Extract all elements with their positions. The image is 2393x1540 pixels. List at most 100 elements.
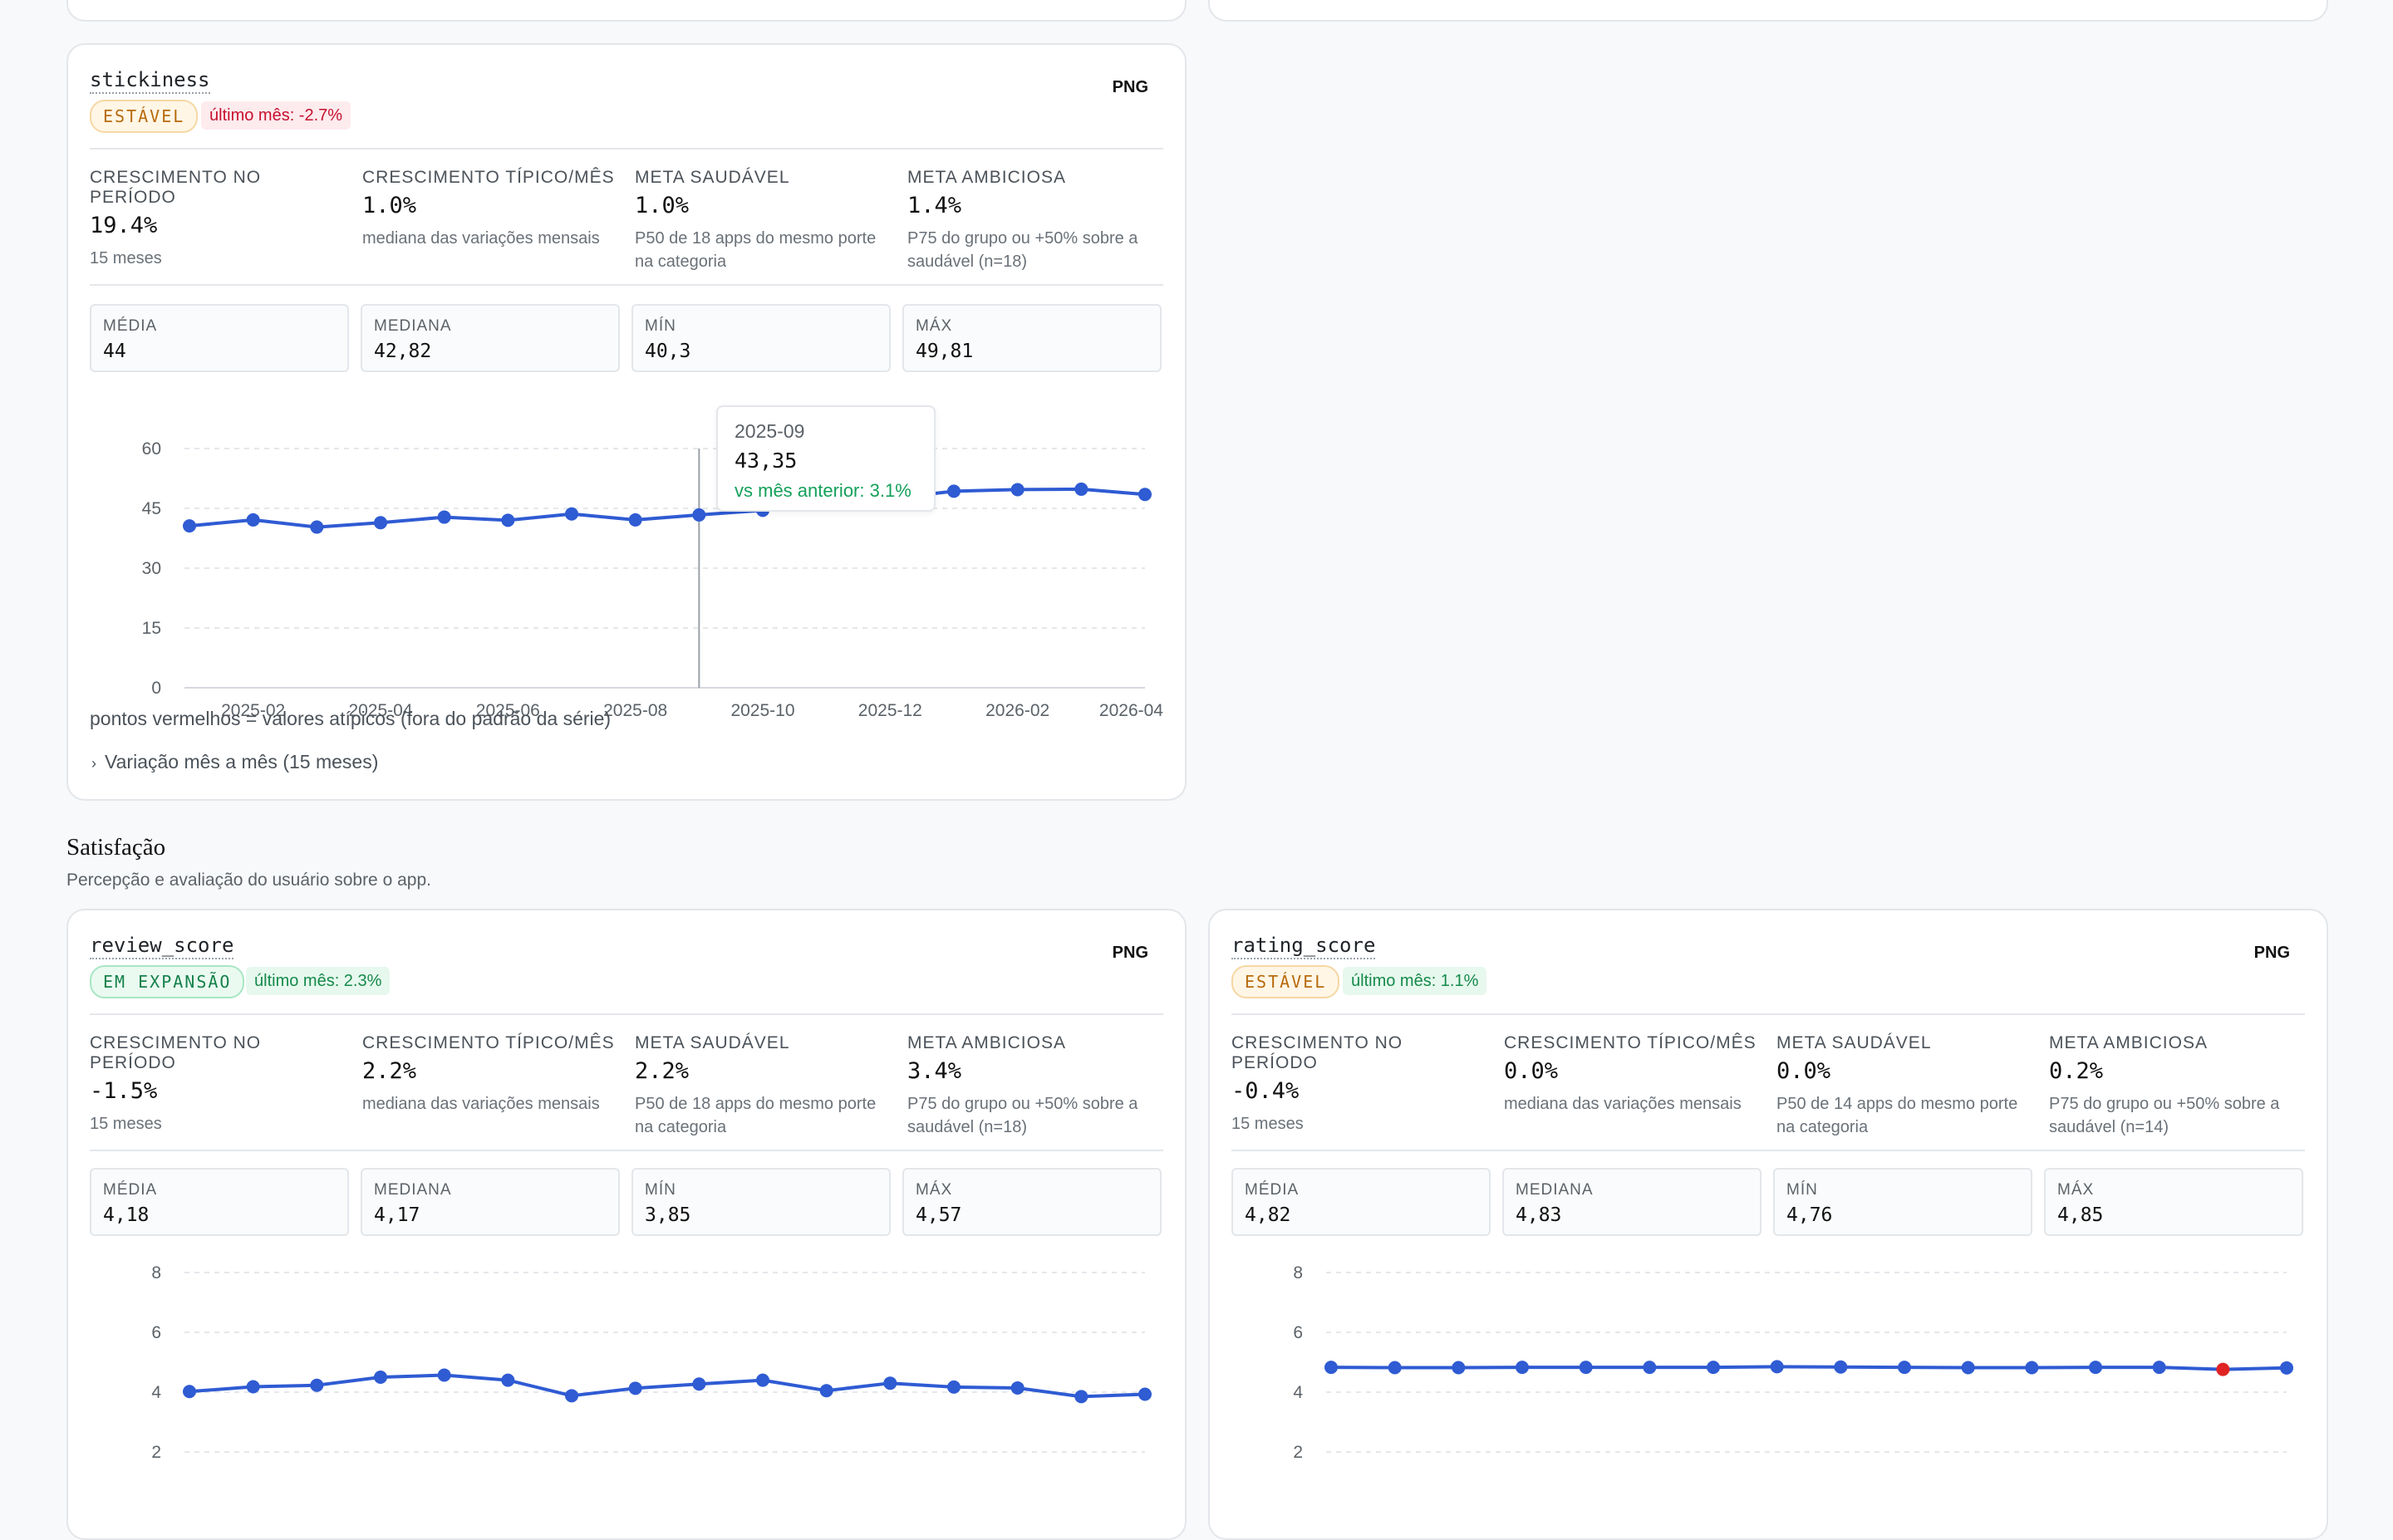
kpi-label: CRESCIMENTO NO PERÍODO — [90, 168, 262, 207]
kpi-label: META AMBICIOSA — [907, 1033, 1066, 1052]
metric-name[interactable]: stickiness — [90, 68, 210, 94]
data-point — [310, 1378, 324, 1392]
data-point — [310, 520, 324, 534]
kpi-sub: P50 de 18 apps do mesmo porte na categor… — [635, 1095, 877, 1136]
y-tick-label: 2 — [1293, 1443, 1303, 1462]
stat-value: 4,76 — [1786, 1204, 1833, 1226]
line-chart-rating-score[interactable]: 2 4 6 8 — [1210, 1243, 2327, 1500]
kpi-sub: P75 do grupo ou +50% sobre a saudável (n… — [907, 229, 1138, 271]
status-badge: ESTÁVEL — [90, 100, 199, 133]
data-point — [437, 510, 451, 524]
kpi-value: 2.2% — [635, 1058, 690, 1084]
line-chart-review-score[interactable]: 2 4 6 8 — [68, 1243, 1185, 1500]
kpi-typical: CRESCIMENTO TÍPICO/MÊS 0.0% mediana das … — [1504, 1033, 1762, 1116]
stat-label: MÍN — [1786, 1181, 1818, 1199]
stat-median: MEDIANA 4,83 — [1502, 1168, 1762, 1236]
x-tick-label: 2025-08 — [603, 701, 667, 720]
data-point — [501, 513, 515, 527]
data-point — [374, 1371, 387, 1384]
x-tick-label: 2025-02 — [221, 701, 285, 720]
stat-max: MÁX 49,81 — [902, 304, 1162, 372]
kpi-label: CRESCIMENTO TÍPICO/MÊS — [362, 168, 615, 187]
last-month-badge: último mês: -2.7% — [201, 101, 351, 130]
divider — [1231, 1150, 2305, 1151]
data-point — [1138, 488, 1152, 502]
kpi-healthy: META SAUDÁVEL 1.0% P50 de 18 apps do mes… — [635, 168, 892, 273]
y-tick-label: 15 — [142, 619, 161, 638]
data-point — [756, 1373, 769, 1387]
line-chart-stickiness[interactable]: 0 15 30 45 60 2025-02 2025-04 2025-06 2025-08 202… — [68, 377, 1185, 734]
data-point — [1074, 1390, 1088, 1404]
metric-name[interactable]: rating_score — [1231, 934, 1376, 959]
data-point — [374, 516, 387, 530]
data-point — [1388, 1361, 1402, 1375]
tooltip-month: 2025-09 — [735, 420, 805, 442]
png-export-button[interactable]: PNG — [2253, 944, 2290, 962]
data-point — [1516, 1361, 1529, 1375]
metric-card-stickiness: stickiness PNG ESTÁVEL último mês: -2.7%… — [66, 43, 1187, 801]
stat-min: MÍN 40,3 — [631, 304, 891, 372]
kpi-healthy: META SAUDÁVEL 0.0% P50 de 14 apps do mes… — [1776, 1033, 2034, 1139]
tooltip-value: 43,35 — [735, 449, 798, 473]
divider — [90, 1013, 1163, 1015]
stat-mean: MÉDIA 44 — [90, 304, 349, 372]
data-point — [2280, 1361, 2293, 1375]
stat-value: 3,85 — [645, 1204, 691, 1226]
data-point — [1961, 1361, 1975, 1375]
monthly-variation-toggle[interactable]: › Variação mês a mês (15 meses) — [90, 751, 378, 773]
kpi-ambitious: META AMBICIOSA 0.2% P75 do grupo ou +50%… — [2049, 1033, 2307, 1139]
kpi-growth: CRESCIMENTO NO PERÍODO -0.4% 15 meses — [1231, 1033, 1489, 1135]
chart-tooltip: 2025-09 43,35 vs mês anterior: 3.1% — [716, 405, 936, 512]
status-badge: ESTÁVEL — [1231, 965, 1340, 998]
divider — [1231, 1013, 2305, 1015]
kpi-label: META SAUDÁVEL — [635, 1033, 790, 1052]
metric-name[interactable]: review_score — [90, 934, 234, 959]
y-tick-label: 6 — [1293, 1323, 1303, 1342]
x-tick-label: 2026-02 — [985, 701, 1049, 720]
stat-median: MEDIANA 4,17 — [361, 1168, 620, 1236]
data-point — [947, 484, 961, 498]
y-tick-label: 4 — [151, 1383, 161, 1402]
x-tick-label: 2025-12 — [858, 701, 922, 720]
stat-value: 49,81 — [916, 341, 974, 362]
stat-value: 40,3 — [645, 341, 691, 362]
data-point — [628, 1381, 642, 1395]
data-point — [1074, 482, 1088, 496]
kpi-value: 0.2% — [2049, 1058, 2104, 1084]
kpi-label: CRESCIMENTO NO PERÍODO — [1231, 1033, 1403, 1072]
data-point — [183, 519, 196, 533]
kpi-sub: 15 meses — [1231, 1115, 1304, 1133]
kpi-sub: mediana das variações mensais — [1504, 1095, 1742, 1113]
kpi-sub: 15 meses — [90, 1115, 162, 1133]
data-point — [501, 1373, 515, 1387]
stat-label: MÍN — [645, 1181, 676, 1199]
last-month-badge: último mês: 1.1% — [1343, 967, 1487, 995]
x-tick-label: 2026-04 — [1099, 701, 1163, 720]
section-title: Satisfação — [66, 834, 166, 861]
stat-label: MÉDIA — [103, 317, 158, 335]
kpi-value: 1.0% — [635, 193, 690, 218]
data-point — [628, 513, 642, 527]
kpi-sub: mediana das variações mensais — [362, 229, 600, 248]
stat-mean: MÉDIA 4,82 — [1231, 1168, 1491, 1236]
stat-label: MÁX — [2057, 1181, 2095, 1199]
data-point — [692, 508, 706, 522]
kpi-value: 1.0% — [362, 193, 417, 218]
data-point — [692, 1377, 706, 1391]
kpi-label: META SAUDÁVEL — [635, 168, 790, 187]
series-line — [1330, 1365, 2287, 1371]
stat-label: MÁX — [916, 1181, 953, 1199]
data-point — [819, 1384, 833, 1398]
png-export-button[interactable]: PNG — [1112, 944, 1148, 962]
kpi-value: 3.4% — [907, 1058, 962, 1084]
kpi-value: -0.4% — [1231, 1078, 1300, 1104]
data-point — [1010, 1381, 1025, 1395]
stat-median: MEDIANA 42,82 — [361, 304, 620, 372]
data-point — [2089, 1361, 2102, 1375]
stat-value: 4,83 — [1516, 1204, 1562, 1226]
kpi-label: META AMBICIOSA — [907, 168, 1066, 187]
kpi-typical: CRESCIMENTO TÍPICO/MÊS 1.0% mediana das … — [362, 168, 620, 250]
png-export-button[interactable]: PNG — [1112, 78, 1148, 96]
kpi-label: CRESCIMENTO NO PERÍODO — [90, 1033, 262, 1072]
kpi-sub: P50 de 18 apps do mesmo porte na categor… — [635, 229, 877, 271]
